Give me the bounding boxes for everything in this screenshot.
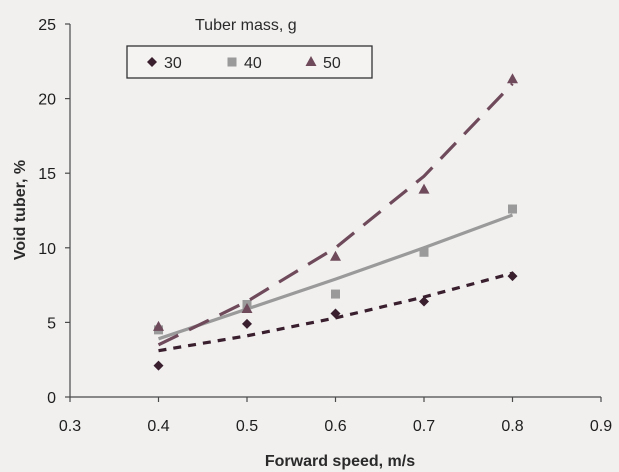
y-tick-label: 15 (38, 166, 56, 183)
x-tick-label: 0.6 (324, 418, 346, 435)
data-point (419, 247, 429, 257)
data-point (330, 250, 341, 261)
x-tick-label: 0.9 (590, 418, 612, 435)
data-point (508, 204, 517, 214)
legend-box (126, 45, 373, 79)
x-tick-label: 0.8 (501, 418, 523, 435)
data-point (153, 360, 164, 371)
series-50 (153, 73, 518, 347)
x-tick-label: 0.5 (236, 418, 258, 435)
data-point (241, 302, 253, 313)
data-point (331, 289, 340, 299)
x-ticks: 0.3 0.4 0.5 0.6 0.7 0.8 0.9 (59, 397, 612, 435)
legend-item-label: 40 (244, 55, 262, 72)
x-tick-label: 0.3 (59, 418, 81, 435)
legend-title: Tuber mass, g (195, 17, 297, 34)
trend-line (157, 213, 514, 341)
legend-items: 30 40 50 (147, 55, 341, 72)
legend-item: 40 (227, 55, 262, 72)
y-ticks: 0 5 10 15 20 25 (38, 17, 70, 407)
data-point (507, 73, 518, 84)
x-tick-label: 0.7 (413, 418, 435, 435)
legend: Tuber mass, g 30 40 50 (126, 17, 373, 79)
plot-area (153, 73, 518, 371)
data-point (507, 271, 518, 282)
legend-marker (305, 56, 317, 66)
data-point (330, 308, 341, 319)
legend-marker (227, 57, 237, 67)
y-tick-label: 5 (47, 315, 56, 332)
legend-marker (147, 57, 157, 67)
y-tick-label: 10 (38, 241, 56, 258)
data-point (418, 183, 430, 194)
legend-item: 50 (305, 55, 341, 72)
x-tick-label: 0.4 (147, 418, 169, 435)
x-axis-label: Forward speed, m/s (265, 453, 415, 470)
axes (69, 24, 601, 398)
legend-item-label: 50 (323, 55, 341, 72)
trend-line (157, 82, 514, 347)
data-point (419, 296, 429, 307)
y-tick-label: 20 (38, 92, 56, 109)
legend-item: 30 (147, 55, 182, 72)
legend-item-label: 30 (164, 55, 182, 72)
series-40 (154, 204, 517, 341)
data-point (153, 320, 164, 331)
y-axis-label: Void tuber, % (12, 160, 29, 260)
y-tick-label: 25 (38, 17, 56, 34)
data-point (242, 318, 252, 329)
y-tick-label: 0 (47, 390, 56, 407)
series-30 (153, 271, 518, 371)
